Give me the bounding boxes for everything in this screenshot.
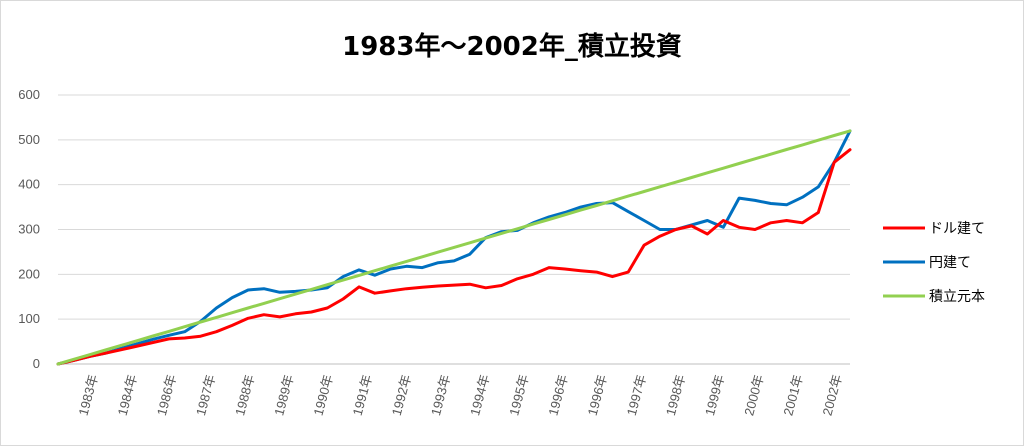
x-tick-label: 1990年 — [311, 373, 336, 417]
x-tick-label: 2001年 — [780, 373, 805, 417]
x-tick-label: 1998年 — [663, 373, 688, 417]
x-tick-label: 1989年 — [271, 373, 296, 417]
legend-label: 積立元本 — [929, 289, 985, 305]
y-tick-label: 400 — [18, 177, 40, 192]
y-tick-label: 100 — [18, 311, 40, 326]
x-tick-label: 1994年 — [467, 373, 492, 417]
y-tick-label: 600 — [18, 87, 40, 102]
x-tick-label: 1995年 — [506, 373, 531, 417]
y-tick-label: 200 — [18, 266, 40, 281]
legend-label: ドル建て — [929, 221, 985, 237]
x-tick-label: 1992年 — [389, 373, 414, 417]
x-tick-label: 1986年 — [154, 373, 179, 417]
x-tick-label: 1988年 — [232, 373, 257, 417]
x-tick-label: 1991年 — [350, 373, 375, 417]
y-tick-label: 0 — [33, 356, 40, 371]
x-tick-label: 1993年 — [428, 373, 453, 417]
x-tick-label: 1987年 — [193, 373, 218, 417]
x-tick-label: 1999年 — [702, 373, 727, 417]
x-tick-label: 1997年 — [624, 373, 649, 417]
legend-label: 円建て — [929, 255, 971, 271]
x-tick-label: 1996年 — [545, 373, 570, 417]
x-tick-label: 1983年 — [76, 373, 101, 417]
y-tick-label: 300 — [18, 222, 40, 237]
x-tick-label: 2000年 — [741, 373, 766, 417]
series-line-0 — [56, 148, 852, 366]
x-tick-label: 2002年 — [820, 373, 845, 417]
y-tick-label: 500 — [18, 132, 40, 147]
x-tick-label: 1984年 — [115, 373, 140, 417]
series-line-2 — [56, 129, 852, 366]
chart-title: 1983年～2002年_積立投資 — [342, 32, 682, 62]
x-tick-label: 1996年 — [585, 373, 610, 417]
